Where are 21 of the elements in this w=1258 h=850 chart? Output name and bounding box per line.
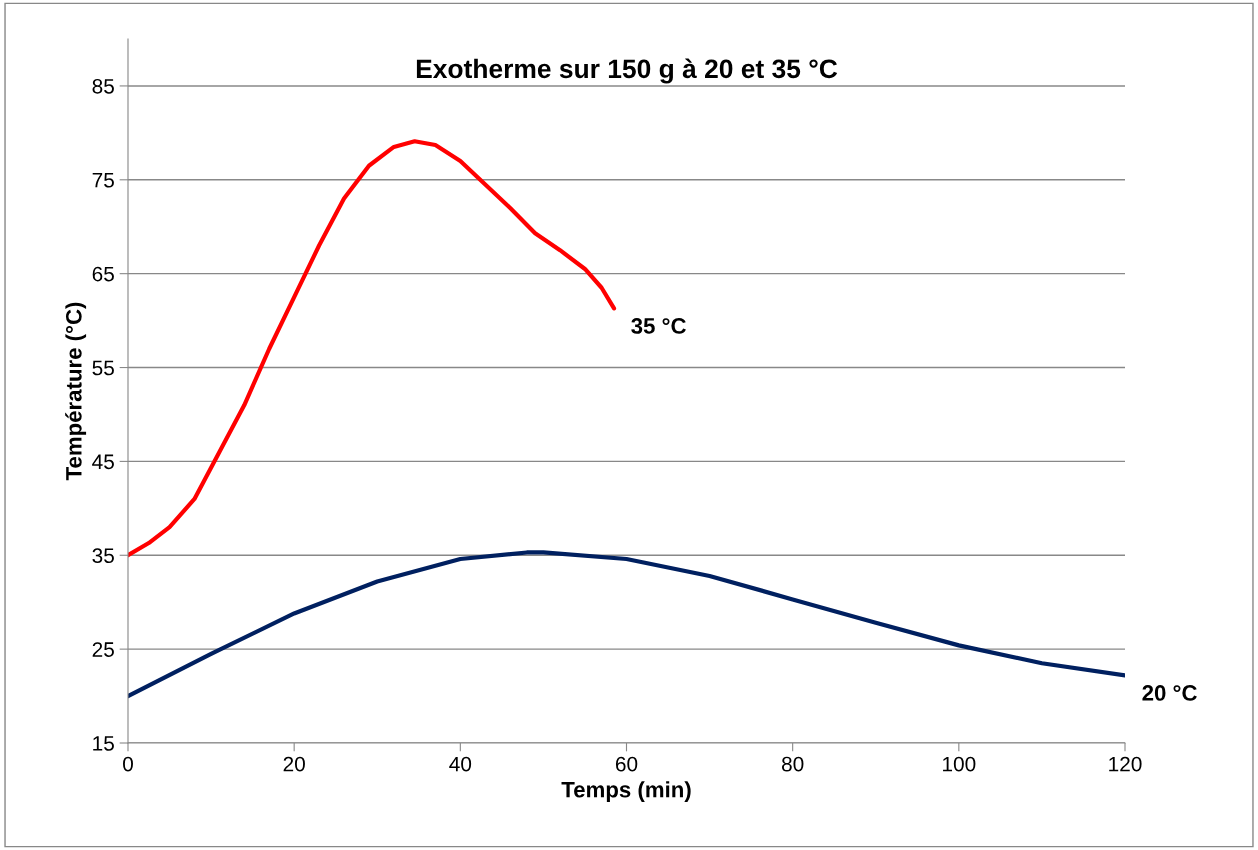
x-tick-label: 100 (943, 756, 976, 772)
y-tick-label: 65 (92, 266, 114, 282)
y-tick-label: 75 (92, 173, 114, 188)
y-tick-label: 85 (92, 78, 114, 94)
x-tick-label: 40 (449, 756, 472, 772)
y-tick-label: 45 (92, 454, 114, 470)
y-tick-label: 35 (92, 548, 114, 564)
x-tick-label: 80 (781, 756, 804, 772)
y-tick-label: 55 (92, 360, 114, 376)
y-axis-title: Température (°C) (65, 302, 87, 481)
x-tick-label: 0 (123, 756, 133, 772)
series-label: 20 °C (1142, 685, 1197, 701)
y-tick-label: 15 (93, 736, 114, 751)
x-tick-label: 120 (1109, 756, 1142, 772)
x-axis-title: Temps (min) (561, 781, 691, 802)
series-label: 35 °C (631, 318, 686, 334)
x-tick-label: 20 (283, 756, 305, 772)
x-tick-label: 60 (615, 756, 638, 772)
line-series (128, 139, 617, 558)
text: Exotherme sur 150 g à 20 et 35 °C (416, 58, 838, 84)
y-tick-label: 25 (92, 642, 114, 657)
